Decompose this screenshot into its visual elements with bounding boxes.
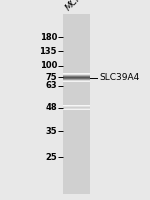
Text: 75: 75 (45, 72, 57, 82)
Text: 100: 100 (40, 61, 57, 70)
Text: 63: 63 (45, 81, 57, 90)
Text: SLC39A4: SLC39A4 (99, 73, 139, 82)
Text: 25: 25 (45, 152, 57, 162)
Text: 35: 35 (45, 127, 57, 136)
Text: 135: 135 (39, 46, 57, 55)
Text: 180: 180 (40, 32, 57, 42)
Bar (63, 14, 90, 194)
Text: 48: 48 (45, 103, 57, 112)
Text: MCF-7: MCF-7 (64, 0, 89, 12)
